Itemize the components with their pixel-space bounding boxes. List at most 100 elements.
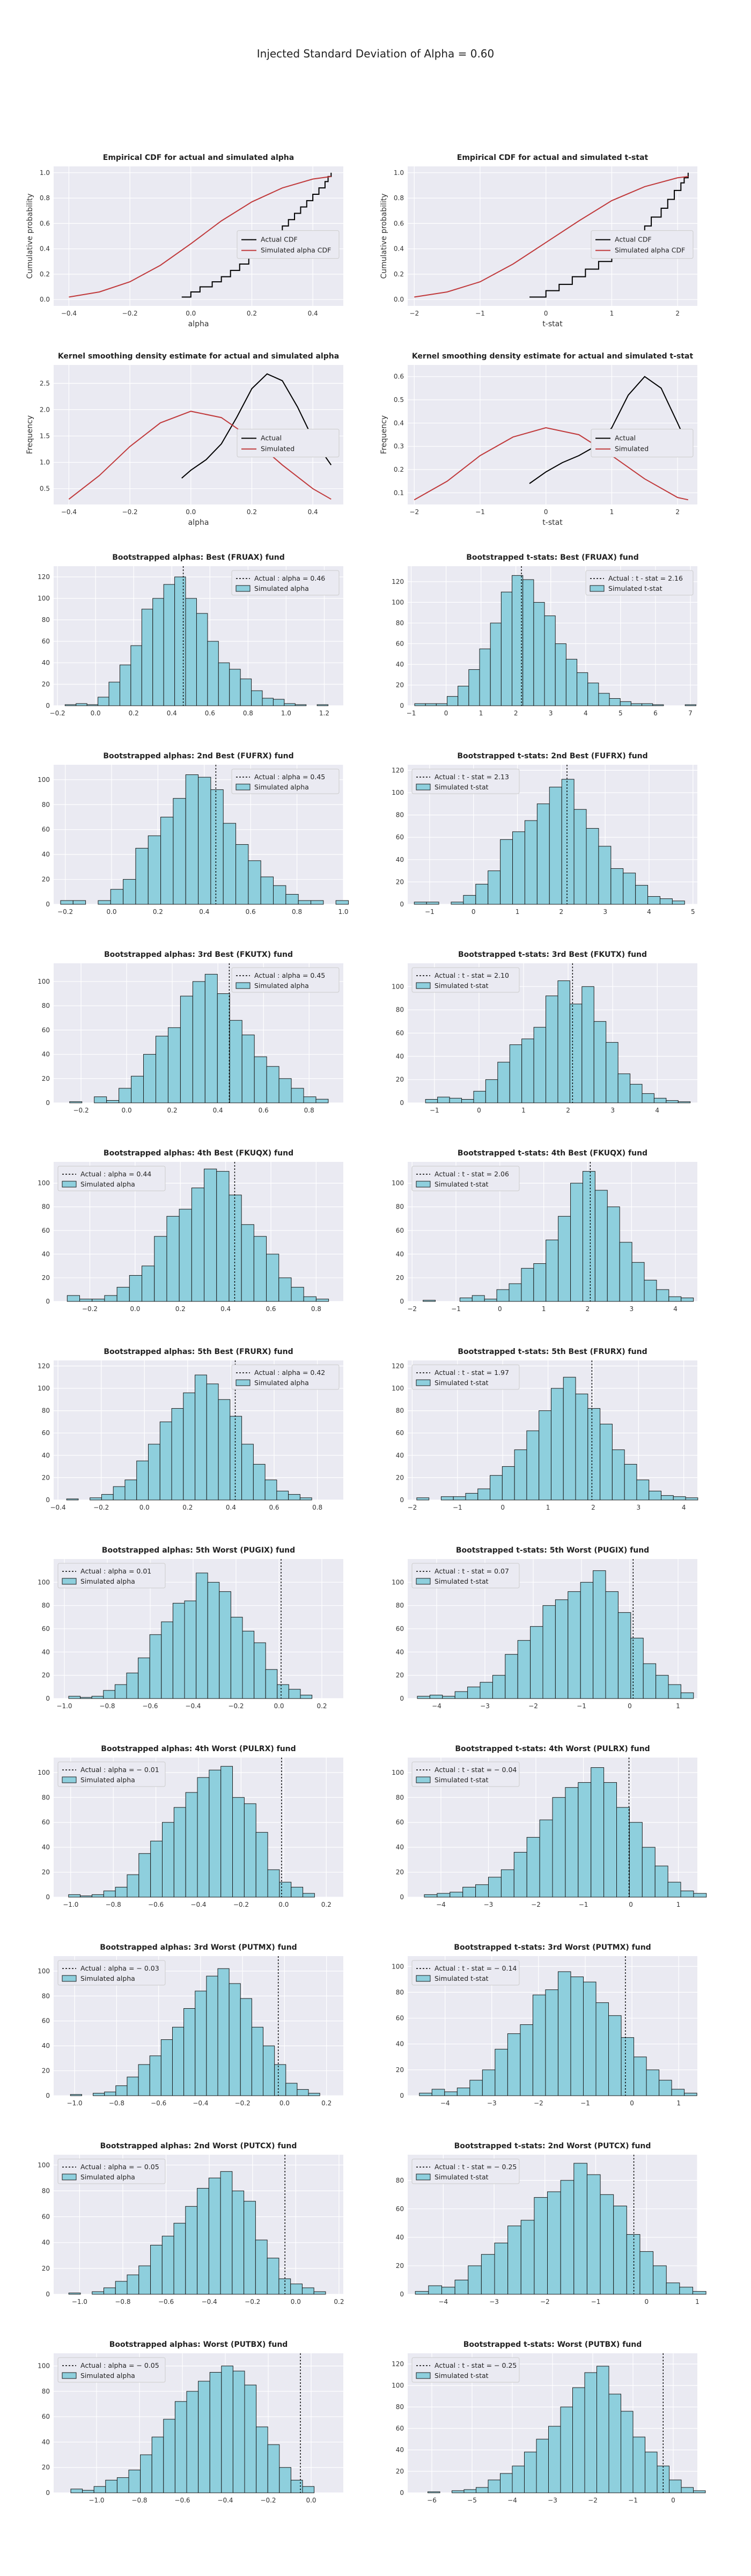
y-tick-label: 100 [38,1180,50,1187]
histogram-bar [496,1289,510,1302]
histogram-bar [208,2177,221,2295]
legend-swatch-simulated [416,1975,431,1982]
y-tick-label: 100 [38,1385,50,1392]
x-tick-label: −0.8 [131,2497,147,2504]
y-tick-label: 0 [400,1893,404,1901]
panel-title: Kernel smoothing density estimate for ac… [58,352,339,361]
histogram-bar [140,2454,152,2493]
legend-label-simulated: Simulated alpha [80,1577,135,1585]
histogram-bar [313,2291,326,2295]
y-tick-label: 120 [38,1362,50,1370]
histogram-bar [539,1819,553,1898]
x-tick-label: 0.4 [167,709,177,717]
histogram-bar [526,1430,540,1501]
histogram-bar [220,1766,233,1898]
histogram-bar [565,658,578,706]
histogram-bar [279,2467,291,2493]
histogram-bar [668,1684,681,1699]
histogram-bar [463,2489,476,2493]
legend-swatch-simulated [416,784,431,791]
histogram-bar [656,1675,669,1699]
histogram-bar [291,1886,304,1898]
y-tick-label: 60 [396,1819,404,1826]
legend-swatch-simulated [62,1578,77,1585]
x-tick-label: 0.2 [175,1305,186,1313]
y-tick-label: 100 [392,1963,404,1970]
x-tick-label: 0.2 [153,908,163,916]
legend-label-simulated: Simulated t-stat [435,783,489,791]
histogram-bar [263,2045,275,2096]
x-tick-label: 1 [542,1305,546,1313]
histogram-bar [253,1463,266,1501]
x-tick-label: −3 [489,2298,499,2306]
histogram-bar [297,2089,309,2096]
histogram-bar [129,1275,143,1302]
x-tick-label: 0.8 [243,709,253,717]
histogram-bar [241,1034,255,1103]
x-tick-label: 0.4 [213,1107,223,1114]
x-tick-label: 1.2 [319,709,329,717]
legend-label: Simulated alpha CDF [615,246,685,254]
histogram-bar [560,2180,575,2295]
histogram-bar [290,2284,303,2295]
panel-15: Bootstrapped alphas: 5th Worst (PUGIX) f… [38,1546,343,1710]
x-tick-label: 1 [521,1107,526,1114]
y-tick-label: 40 [42,659,50,667]
y-tick-label: 120 [392,578,404,586]
y-tick-label: 0.6 [394,373,404,380]
y-tick-label: 40 [396,856,404,863]
legend: Actual : alpha = 0.46 Simulated alpha [231,570,340,596]
legend-label-simulated: Simulated alpha [254,982,309,990]
y-tick-label: 100 [392,1385,404,1392]
x-tick-label: 0.6 [266,1305,276,1313]
panel-title: Bootstrapped alphas: 2nd Worst (PUTCX) f… [100,2142,297,2150]
x-tick-label: −1 [579,1901,588,1908]
histogram-bar [68,2293,81,2295]
legend-label: Simulated [261,445,294,453]
histogram-bar [477,1488,491,1501]
histogram-bar [561,779,575,905]
histogram-bar [242,1630,255,1699]
y-tick-label: 0.4 [40,245,50,253]
histogram-bar [573,809,587,905]
histogram-bar [315,1299,329,1302]
histogram-bar [108,682,120,706]
y-tick-label: 0.2 [394,270,404,278]
y-tick-label: 60 [42,2213,50,2221]
x-tick-label: 5 [619,709,623,717]
histogram-bar [454,1691,468,1699]
x-tick-label: 0.8 [312,1504,322,1511]
x-tick-label: −4 [432,1702,441,1710]
x-tick-label: 1 [479,709,483,717]
histogram-bar [680,1890,694,1898]
y-tick-label: 80 [396,2403,404,2411]
x-tick-label: −0.2 [260,2497,276,2504]
panel-title: Bootstrapped alphas: 5th Worst (PUGIX) f… [102,1546,295,1555]
y-tick-label: 0.8 [394,194,404,202]
x-tick-label: 0.2 [334,2298,344,2306]
histogram-bar [172,1602,185,1699]
panel-title: Bootstrapped alphas: 3rd Worst (PUTMX) f… [100,1943,297,1952]
histogram-bar [569,1004,583,1103]
x-tick-label: 3 [610,1107,615,1114]
histogram-bar [666,2282,680,2295]
histogram-bar [654,1865,668,1898]
x-tick-label: 1 [676,1702,680,1710]
y-tick-label: 80 [396,1794,404,1801]
x-tick-label: 0.2 [321,2099,332,2107]
legend: Actual : t - stat = 2.16 Simulated t-stat [585,570,694,596]
histogram-bar [681,2487,694,2493]
histogram-bar [138,2064,150,2096]
histogram-bar [513,1851,527,1898]
legend-label-actual: Actual : alpha = 0.42 [254,1368,325,1377]
histogram-bar [450,1892,463,1898]
histogram-bar [92,1299,105,1302]
histogram-bar [149,2055,161,2096]
histogram-bar [485,1079,498,1103]
x-tick-label: 0 [544,310,548,317]
panel-18: Bootstrapped t-stats: 4th Worst (PULRX) … [392,1745,707,1908]
x-tick-label: −0.4 [217,2497,233,2504]
y-tick-label: 120 [392,2360,404,2368]
x-tick-label: 1 [610,508,614,516]
